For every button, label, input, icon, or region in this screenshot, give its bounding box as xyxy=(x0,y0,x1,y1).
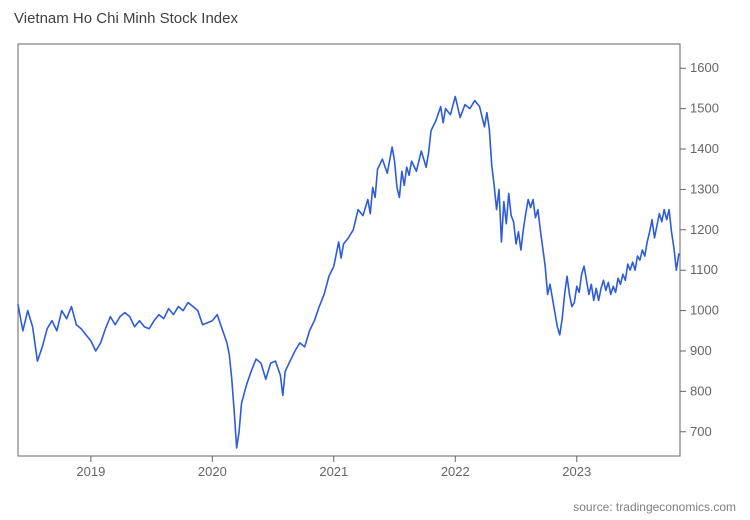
svg-text:1200: 1200 xyxy=(690,222,719,237)
svg-text:2021: 2021 xyxy=(319,464,348,479)
svg-text:2019: 2019 xyxy=(76,464,105,479)
chart-title: Vietnam Ho Chi Minh Stock Index xyxy=(14,10,238,27)
svg-text:1000: 1000 xyxy=(690,303,719,318)
svg-text:1600: 1600 xyxy=(690,60,719,75)
svg-text:900: 900 xyxy=(690,343,712,358)
chart-area: 700 800 900 1000 1100 1200 1300 1400 1500 1600 201… xyxy=(14,34,736,484)
svg-text:800: 800 xyxy=(690,383,712,398)
source-label: source: tradingeconomics.com xyxy=(573,500,736,514)
svg-text:1400: 1400 xyxy=(690,141,719,156)
svg-text:1500: 1500 xyxy=(690,101,719,116)
svg-text:2022: 2022 xyxy=(441,464,470,479)
svg-text:2020: 2020 xyxy=(198,464,227,479)
svg-text:2023: 2023 xyxy=(562,464,591,479)
line-chart-svg: 700 800 900 1000 1100 1200 1300 1400 1500 1600 201… xyxy=(14,34,736,484)
svg-text:1100: 1100 xyxy=(690,262,718,277)
svg-text:1300: 1300 xyxy=(690,181,719,196)
svg-text:700: 700 xyxy=(690,424,712,439)
chart-container: Vietnam Ho Chi Minh Stock Index 700 800 90… xyxy=(0,0,750,520)
